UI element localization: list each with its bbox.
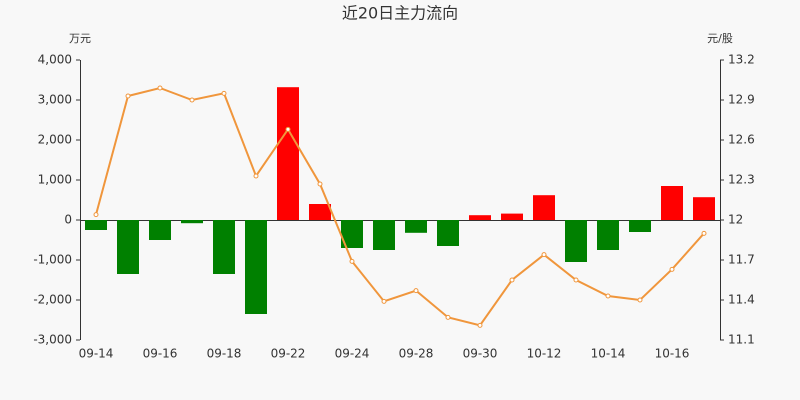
y-tick-label: 2,000 <box>38 133 72 147</box>
x-tick-label: 09-18 <box>207 347 242 361</box>
bar <box>117 220 139 274</box>
bar <box>213 220 235 274</box>
x-tick-label: 09-28 <box>399 347 434 361</box>
bar <box>469 215 491 220</box>
price-line <box>95 86 705 327</box>
y-axis-unit: 万元 <box>69 32 91 45</box>
y-tick-label: 0 <box>64 213 72 227</box>
y2-tick-label: 12.9 <box>728 93 755 107</box>
x-tick-label: 09-22 <box>271 347 306 361</box>
y-tick-label: 1,000 <box>38 173 72 187</box>
bar <box>533 195 555 220</box>
price-point <box>253 173 259 179</box>
y-tick-label: -1,000 <box>33 253 72 267</box>
bar <box>181 220 203 224</box>
price-point <box>509 277 515 283</box>
price-point <box>125 93 131 99</box>
x-tick-label: 10-16 <box>655 347 690 361</box>
bar <box>245 220 267 314</box>
y2-tick-label: 12.6 <box>728 133 755 147</box>
y2-tick-label: 12.3 <box>728 173 755 187</box>
y2-tick-label: 11.4 <box>728 293 755 307</box>
bar <box>501 213 523 220</box>
y-tick-label: 4,000 <box>38 53 72 67</box>
bar <box>693 197 715 220</box>
price-point <box>189 97 195 103</box>
bar <box>661 186 683 220</box>
bar <box>309 204 331 220</box>
price-point <box>445 314 451 320</box>
y-tick-label: -2,000 <box>33 293 72 307</box>
chart-title: 近20日主力流向 <box>342 4 458 23</box>
price-point <box>221 90 227 96</box>
y-tick-label: 3,000 <box>38 93 72 107</box>
price-point <box>285 126 291 132</box>
bar <box>405 220 427 233</box>
price-point <box>381 298 387 304</box>
y2-axis-unit: 元/股 <box>707 32 733 45</box>
price-point <box>701 230 707 236</box>
x-tick-label: 09-16 <box>143 347 178 361</box>
y2-tick-label: 11.1 <box>728 333 755 347</box>
price-point <box>605 293 611 299</box>
price-point <box>637 297 643 303</box>
bar <box>341 220 363 248</box>
price-point <box>93 212 99 218</box>
price-point <box>669 266 675 272</box>
y2-tick-label: 13.2 <box>728 53 755 67</box>
price-point <box>349 258 355 264</box>
x-tick-label: 09-24 <box>335 347 370 361</box>
y-tick-label: -3,000 <box>33 333 72 347</box>
bar <box>373 220 395 250</box>
price-point <box>413 288 419 294</box>
x-tick-label: 09-30 <box>463 347 498 361</box>
y2-tick-label: 12 <box>728 213 743 227</box>
x-tick-label: 09-14 <box>79 347 114 361</box>
price-point <box>477 322 483 328</box>
bar <box>277 87 299 220</box>
y2-tick-label: 11.7 <box>728 253 755 267</box>
price-point <box>317 181 323 187</box>
price-point <box>157 85 163 91</box>
bar <box>565 220 587 262</box>
price-point <box>541 252 547 258</box>
x-tick-label: 10-14 <box>591 347 626 361</box>
x-tick-label: 10-12 <box>527 347 562 361</box>
bar <box>629 220 651 232</box>
price-point <box>573 277 579 283</box>
bar <box>85 220 107 230</box>
bar <box>597 220 619 250</box>
bar <box>437 220 459 246</box>
bar <box>149 220 171 240</box>
